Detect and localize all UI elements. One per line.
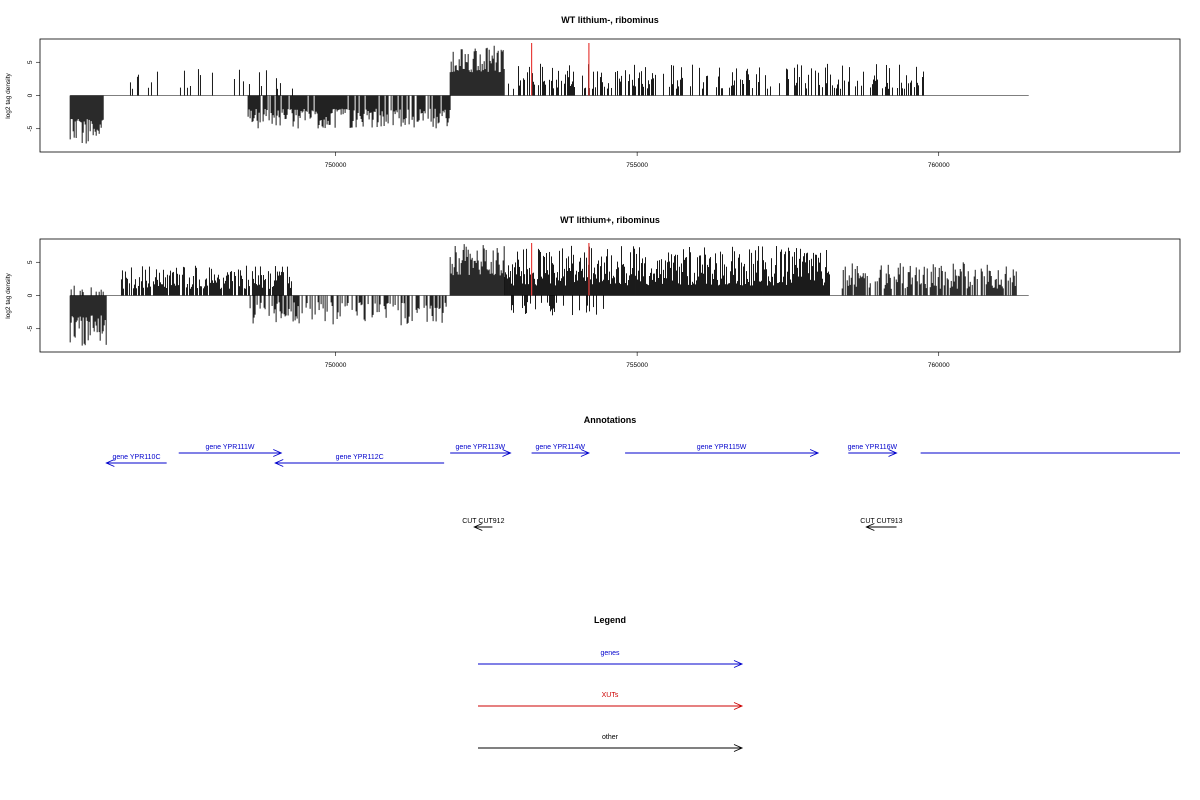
legend: Legend genes XUTs other	[478, 615, 744, 752]
x-axis: 750000 755000 760000	[325, 152, 950, 169]
annotation-label: gene YPR112C	[336, 454, 384, 461]
panel-title: WT lithium-, ribominus	[561, 15, 659, 25]
legend-label: other	[602, 734, 619, 741]
annotation-arrow-head	[105, 459, 115, 467]
annotation-label: gene YPR115W	[697, 444, 747, 451]
x-tick-label: 755000	[626, 162, 648, 169]
legend-arrow-head	[733, 744, 744, 752]
legend-item: genes	[478, 650, 744, 668]
annotation-arrow-head	[580, 449, 591, 457]
track-panel-lithium-minus: WT lithium-, ribominus log2 tag density …	[5, 15, 1181, 169]
annotation-feature: gene YPR110C	[105, 454, 167, 467]
bars	[69, 45, 1029, 144]
y-tick-label: 0	[27, 293, 34, 297]
annotation-arrow-head	[274, 459, 284, 467]
annotation-feature: gene YPR115W	[625, 444, 820, 457]
annotation-label: gene YPR116W	[848, 444, 898, 451]
annotation-arrow-head	[888, 449, 898, 457]
y-tick-label: 0	[27, 93, 34, 97]
y-axis: -5 0 5	[27, 60, 40, 132]
annotation-label: CUT CUT913	[860, 518, 902, 525]
x-tick-label: 760000	[928, 362, 950, 369]
legend-arrow-head	[733, 660, 744, 668]
legend-arrow-head	[733, 702, 744, 710]
legend-items: genes XUTs other	[478, 650, 744, 752]
y-tick-label: 5	[27, 60, 34, 64]
annotation-feature: CUT CUT913	[860, 518, 903, 531]
annotation-label: gene YPR114W	[535, 444, 585, 451]
y-tick-label: -5	[27, 125, 34, 131]
annotation-feature: gene YPR111W	[178, 444, 283, 457]
highlight-lines	[530, 43, 590, 96]
annotation-feature: CUT CUT912	[462, 518, 505, 531]
annotation-label: gene YPR111W	[205, 444, 254, 451]
annotation-feature: gene YPR113W	[450, 444, 512, 457]
annotation-arrow-head	[502, 449, 512, 457]
annotation-arrow-head	[273, 449, 283, 457]
annotation-arrow-head	[865, 523, 875, 531]
y-axis-label: log2 tag density	[5, 72, 12, 118]
annotations-title: Annotations	[584, 415, 637, 425]
x-tick-label: 755000	[626, 362, 648, 369]
annotation-label: CUT CUT912	[462, 518, 504, 525]
x-axis: 750000 755000 760000	[325, 352, 950, 369]
y-tick-label: -5	[27, 325, 34, 331]
annotation-items: gene YPR110C gene YPR111W gene YPR112C gene…	[105, 444, 1180, 531]
x-tick-label: 760000	[928, 162, 950, 169]
highlight-lines	[530, 243, 590, 296]
annotation-label: gene YPR113W	[456, 444, 506, 451]
annotation-feature: gene YPR112C	[274, 454, 445, 467]
annotation-arrow-head	[809, 449, 820, 457]
annotation-feature: gene YPR114W	[531, 444, 591, 457]
bars	[69, 244, 1029, 346]
x-tick-label: 750000	[325, 362, 347, 369]
legend-label: XUTs	[602, 692, 619, 699]
track-panel-lithium-plus: WT lithium+, ribominus log2 tag density …	[5, 215, 1181, 369]
legend-title: Legend	[594, 615, 626, 625]
y-tick-label: 5	[27, 260, 34, 264]
annotation-label: gene YPR110C	[113, 454, 161, 461]
legend-item: other	[478, 734, 744, 752]
x-tick-label: 750000	[325, 162, 347, 169]
annotation-arrow-head	[473, 523, 483, 531]
annotation-feature: gene YPR116W	[848, 444, 898, 457]
y-axis: -5 0 5	[27, 260, 40, 332]
panel-title: WT lithium+, ribominus	[560, 215, 660, 225]
legend-item: XUTs	[478, 692, 744, 710]
y-axis-label: log2 tag density	[5, 272, 12, 318]
legend-label: genes	[600, 650, 620, 657]
